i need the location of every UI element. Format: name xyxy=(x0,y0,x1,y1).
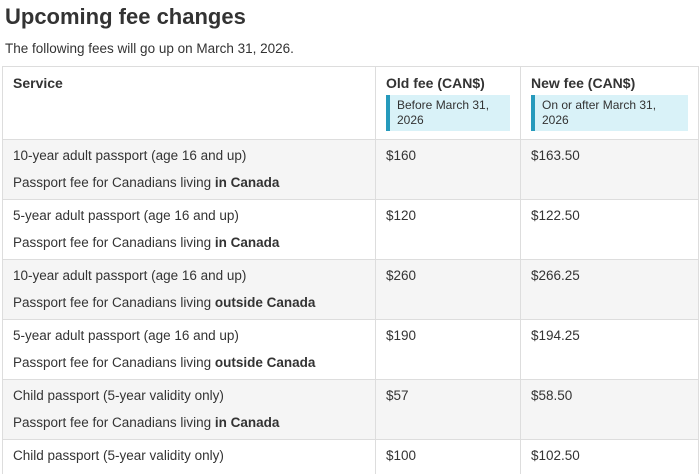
service-name: 5-year adult passport (age 16 and up) xyxy=(13,207,239,223)
service-name: 5-year adult passport (age 16 and up) xyxy=(13,327,239,343)
audience-location: in Canada xyxy=(214,414,280,430)
fee-table: Service Old fee (CAN$) Before March 31, … xyxy=(2,65,699,474)
service-name: Child passport (5-year validity only) xyxy=(13,447,224,463)
service-cell: 10-year adult passport (age 16 and up) P… xyxy=(2,138,376,200)
col-header-service: Service xyxy=(2,65,376,140)
table-row: 10-year adult passport (age 16 and up) P… xyxy=(2,138,699,200)
service-cell: 5-year adult passport (age 16 and up) Pa… xyxy=(2,318,376,380)
new-fee-cell: $194.25 xyxy=(520,318,699,380)
new-fee-cell: $102.50 xyxy=(520,438,699,474)
old-fee-value: $100 xyxy=(386,447,417,463)
new-fee-value: $163.50 xyxy=(531,147,580,163)
service-cell: 5-year adult passport (age 16 and up) Pa… xyxy=(2,198,376,260)
service-audience: Passport fee for Canadians living in Can… xyxy=(13,174,280,190)
page-title: Upcoming fee changes xyxy=(5,4,246,29)
old-fee-value: $120 xyxy=(386,207,417,223)
new-fee-cell: $58.50 xyxy=(520,378,699,440)
new-fee-value: $266.25 xyxy=(531,267,580,283)
old-fee-cell: $100 xyxy=(375,438,521,474)
service-name: 10-year adult passport (age 16 and up) xyxy=(13,147,247,163)
table-row: 10-year adult passport (age 16 and up) P… xyxy=(2,258,699,320)
page: Upcoming fee changes The following fees … xyxy=(0,4,700,474)
old-fee-cell: $120 xyxy=(375,198,521,260)
table-row: 5-year adult passport (age 16 and up) Pa… xyxy=(2,318,699,380)
old-fee-value: $190 xyxy=(386,327,417,343)
audience-location: in Canada xyxy=(214,174,280,190)
service-cell: Child passport (5-year validity only) Pa… xyxy=(2,378,376,440)
table-row: 5-year adult passport (age 16 and up) Pa… xyxy=(2,198,699,260)
old-fee-cell: $190 xyxy=(375,318,521,380)
old-fee-cell: $57 xyxy=(375,378,521,440)
service-audience: Passport fee for Canadians living outsid… xyxy=(13,354,316,370)
table-row: Child passport (5-year validity only) Pa… xyxy=(2,438,699,474)
service-name: 10-year adult passport (age 16 and up) xyxy=(13,267,247,283)
service-header-label: Service xyxy=(13,74,63,91)
old-fee-header-label: Old fee (CAN$) xyxy=(386,74,485,91)
new-fee-value: $194.25 xyxy=(531,327,580,343)
new-fee-cell: $122.50 xyxy=(520,198,699,260)
old-fee-date-badge: Before March 31, 2026 xyxy=(386,94,510,131)
old-fee-value: $57 xyxy=(386,387,409,403)
old-fee-cell: $260 xyxy=(375,258,521,320)
service-audience: Passport fee for Canadians living in Can… xyxy=(13,414,280,430)
new-fee-cell: $163.50 xyxy=(520,138,699,200)
old-fee-cell: $160 xyxy=(375,138,521,200)
old-fee-value: $260 xyxy=(386,267,417,283)
new-fee-value: $122.50 xyxy=(531,207,580,223)
service-audience: Passport fee for Canadians living outsid… xyxy=(13,294,316,310)
new-fee-header-label: New fee (CAN$) xyxy=(531,74,636,91)
table-row: Child passport (5-year validity only) Pa… xyxy=(2,378,699,440)
service-audience: Passport fee for Canadians living in Can… xyxy=(13,234,280,250)
new-fee-date-badge: On or after March 31, 2026 xyxy=(531,94,688,131)
audience-location: outside Canada xyxy=(214,294,316,310)
col-header-old-fee: Old fee (CAN$) Before March 31, 2026 xyxy=(375,65,521,140)
new-fee-value: $58.50 xyxy=(531,387,573,403)
new-fee-cell: $266.25 xyxy=(520,258,699,320)
audience-location: outside Canada xyxy=(214,354,316,370)
table-header-row: Service Old fee (CAN$) Before March 31, … xyxy=(2,65,699,140)
audience-location: in Canada xyxy=(214,234,280,250)
col-header-new-fee: New fee (CAN$) On or after March 31, 202… xyxy=(520,65,699,140)
service-cell: 10-year adult passport (age 16 and up) P… xyxy=(2,258,376,320)
service-name: Child passport (5-year validity only) xyxy=(13,387,224,403)
fee-table-body: 10-year adult passport (age 16 and up) P… xyxy=(2,138,699,474)
old-fee-value: $160 xyxy=(386,147,417,163)
new-fee-value: $102.50 xyxy=(531,447,580,463)
service-cell: Child passport (5-year validity only) Pa… xyxy=(2,438,376,474)
intro-text: The following fees will go up on March 3… xyxy=(5,41,294,57)
